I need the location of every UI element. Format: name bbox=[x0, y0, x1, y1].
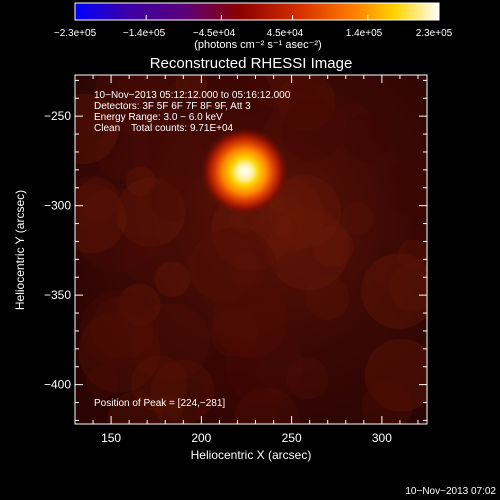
background-patch bbox=[76, 178, 119, 221]
timestamp: 10−Nov−2013 07:02 bbox=[405, 486, 496, 497]
background-patch bbox=[226, 75, 272, 116]
x-tick-label-300: 300 bbox=[372, 431, 392, 445]
background-patch bbox=[233, 387, 300, 424]
background-patch bbox=[130, 302, 210, 383]
plot-frame bbox=[74, 74, 428, 425]
colorbar-tick-label: 4.5e+04 bbox=[267, 28, 304, 39]
colorbar-ticks bbox=[74, 15, 440, 20]
background-patch bbox=[246, 75, 294, 108]
background-patch bbox=[117, 75, 151, 105]
background-patch bbox=[118, 283, 161, 326]
background-patch bbox=[94, 75, 180, 135]
background-patch bbox=[90, 296, 154, 360]
background-patch bbox=[195, 371, 277, 424]
background-patch bbox=[154, 394, 184, 424]
y-axis-ticks bbox=[75, 79, 427, 421]
background-patch bbox=[194, 227, 277, 310]
x-axis-tick-labels: 150 200 250 300 bbox=[101, 431, 392, 445]
background-patch bbox=[150, 359, 215, 424]
colorbar-tick-label: 1.4e+05 bbox=[346, 28, 383, 39]
background-patch bbox=[268, 79, 321, 132]
background-patch bbox=[116, 177, 186, 247]
plot-area: 150 200 250 300 −250 −300 −350 −400 bbox=[44, 74, 428, 445]
background-patch bbox=[80, 289, 160, 369]
background-patch bbox=[305, 276, 350, 321]
background-patch bbox=[209, 308, 259, 357]
info-clean-counts: Clean Total counts: 9.71E+04 bbox=[94, 123, 234, 134]
y-tick-label--250: −250 bbox=[44, 109, 71, 123]
background-patch bbox=[373, 256, 407, 290]
background-patch bbox=[364, 338, 427, 412]
x-tick-label-250: 250 bbox=[282, 431, 302, 445]
background-patch bbox=[340, 202, 375, 236]
background-patch bbox=[131, 121, 205, 194]
background-patch bbox=[107, 391, 163, 424]
info-time-range: 10−Nov−2013 05:12:12.000 to 05:16:12.000 bbox=[94, 90, 291, 101]
y-tick-label--300: −300 bbox=[44, 199, 71, 213]
background-patch bbox=[334, 103, 373, 142]
colorbar-gradient bbox=[74, 2, 440, 21]
flare-source bbox=[200, 127, 289, 216]
x-tick-label-200: 200 bbox=[191, 431, 211, 445]
background-patch bbox=[230, 253, 266, 289]
background-patch bbox=[130, 355, 188, 412]
x-tick-label-150: 150 bbox=[101, 431, 121, 445]
background-patch bbox=[361, 253, 427, 329]
background-patch bbox=[85, 366, 119, 399]
background-patch bbox=[342, 112, 392, 162]
background-patch bbox=[259, 195, 306, 241]
colorbar: −2.3e+05 −1.4e+05 −4.5e+04 4.5e+04 1.4e+05 2.… bbox=[54, 2, 453, 51]
background-patch bbox=[78, 310, 160, 393]
background-patch bbox=[272, 94, 342, 164]
background-patch bbox=[188, 232, 257, 302]
background-patch bbox=[75, 184, 127, 254]
background-patch bbox=[266, 207, 350, 291]
background-patch bbox=[75, 187, 161, 273]
background-patch bbox=[75, 175, 122, 232]
colorbar-tick-label: −4.5e+04 bbox=[193, 28, 236, 39]
info-block: 10−Nov−2013 05:12:12.000 to 05:16:12.000… bbox=[94, 90, 291, 134]
background-patch bbox=[286, 357, 329, 400]
colorbar-unit-label: (photons cm⁻² s⁻¹ asec⁻²) bbox=[194, 39, 321, 51]
colorbar-tick-label: −1.4e+05 bbox=[123, 28, 166, 39]
background-patch bbox=[397, 239, 427, 270]
peak-position-label: Position of Peak = [224,−281] bbox=[94, 398, 225, 409]
y-axis-tick-labels: −250 −300 −350 −400 bbox=[44, 109, 71, 391]
colorbar-tick-labels: −2.3e+05 −1.4e+05 −4.5e+04 4.5e+04 1.4e+05 2.… bbox=[54, 28, 453, 39]
colorbar-tick-label: 2.3e+05 bbox=[416, 28, 453, 39]
y-tick-label--400: −400 bbox=[44, 378, 71, 392]
background-patch bbox=[389, 263, 427, 312]
y-axis-title: Heliocentric Y (arcsec) bbox=[13, 190, 27, 310]
y-tick-label--350: −350 bbox=[44, 288, 71, 302]
background-patch bbox=[224, 325, 304, 405]
background-patch bbox=[121, 235, 169, 283]
chart-title: Reconstructed RHESSI Image bbox=[150, 55, 353, 72]
background-patch bbox=[384, 161, 427, 216]
background-patch bbox=[212, 282, 288, 358]
background-patch bbox=[361, 380, 413, 424]
x-axis-title: Heliocentric X (arcsec) bbox=[191, 448, 312, 462]
colorbar-tick-label: −2.3e+05 bbox=[54, 28, 97, 39]
background-patch bbox=[75, 93, 119, 165]
background-patch bbox=[311, 225, 354, 268]
background-patch bbox=[148, 174, 196, 222]
background-patch bbox=[214, 235, 248, 269]
background-patch bbox=[175, 75, 208, 101]
background-patch bbox=[203, 347, 268, 412]
background-patch bbox=[125, 166, 156, 196]
x-axis-ticks bbox=[92, 75, 419, 424]
background-patch bbox=[154, 261, 191, 298]
background-patch bbox=[186, 75, 274, 145]
background-patch bbox=[201, 340, 257, 396]
background-patch bbox=[268, 175, 342, 249]
background-patch bbox=[264, 212, 298, 246]
info-detectors: Detectors: 3F 5F 6F 7F 8F 9F, Att 3 bbox=[94, 101, 251, 112]
info-energy-range: Energy Range: 3.0 − 6.0 keV bbox=[94, 112, 223, 123]
background-patch bbox=[277, 75, 336, 131]
background-patch bbox=[95, 125, 151, 181]
background-patch bbox=[280, 99, 343, 161]
